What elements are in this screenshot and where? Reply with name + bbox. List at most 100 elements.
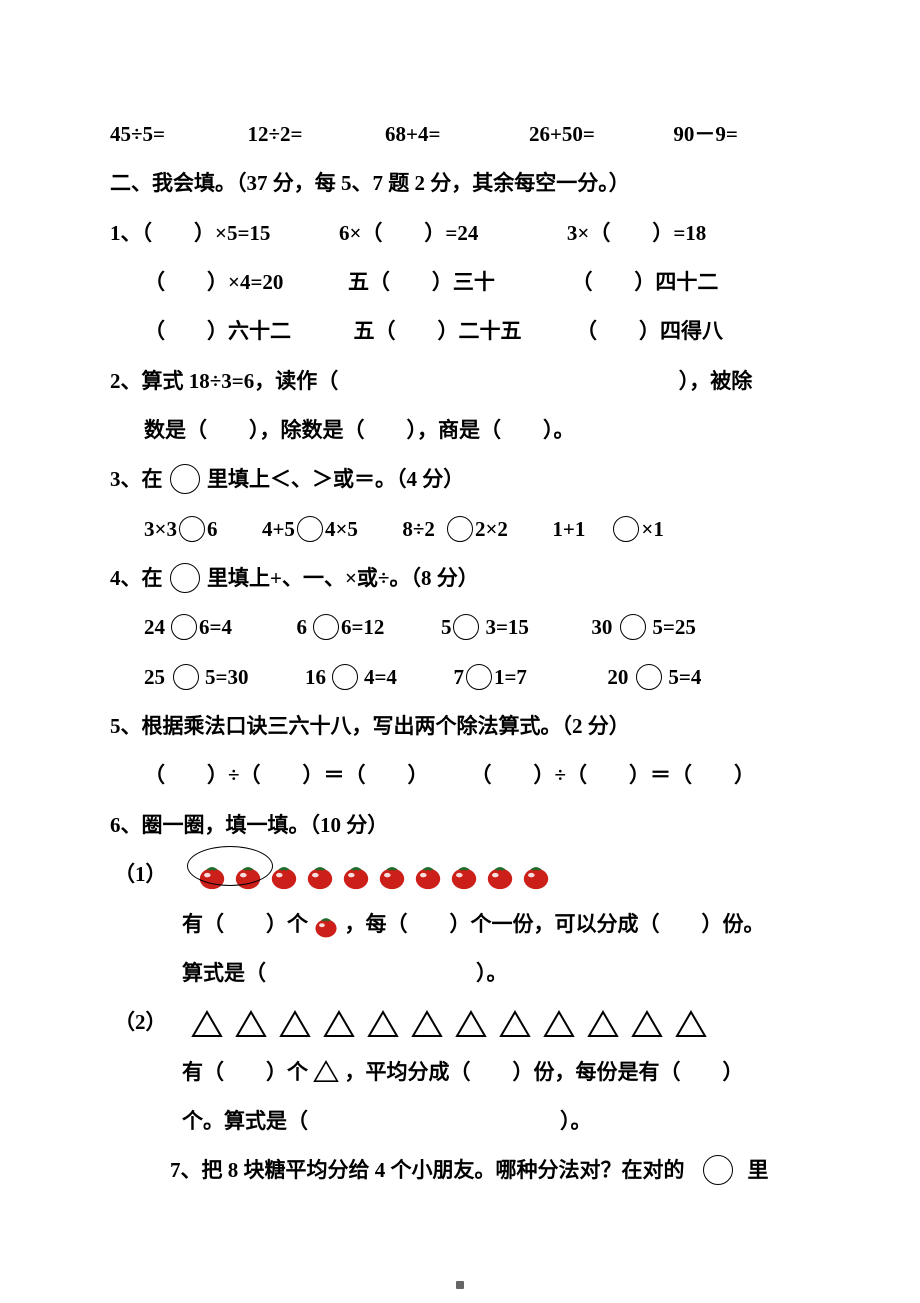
triangle-icon bbox=[543, 1010, 575, 1038]
q3-p4b: ×1 bbox=[641, 517, 663, 541]
circle-icon bbox=[171, 614, 197, 640]
q4-r1-a4: 30 bbox=[591, 615, 612, 639]
tomato-icon bbox=[313, 913, 339, 939]
triangle-icon bbox=[499, 1010, 531, 1038]
triangle-icon bbox=[323, 1010, 355, 1038]
q4-r2-b3: 1=7 bbox=[494, 665, 527, 689]
q3-row: 3×36 4+54×5 8÷22×2 1+1×1 bbox=[110, 505, 920, 554]
triangle-icon bbox=[631, 1010, 663, 1038]
q2-line1: 2、算式 18÷3=6，读作（ ），被除 bbox=[110, 357, 920, 406]
circle-icon bbox=[173, 664, 199, 690]
triangle-icon bbox=[367, 1010, 399, 1038]
q3-p3a: 8÷2 bbox=[402, 517, 435, 541]
circle-icon bbox=[703, 1155, 733, 1185]
circle-icon bbox=[170, 563, 200, 593]
q3-p2b: 4×5 bbox=[325, 517, 358, 541]
eq-2: 12÷2= bbox=[248, 122, 303, 146]
q1-r1c2: 6×（ ）=24 bbox=[339, 221, 478, 245]
q4-r1-a2: 6 bbox=[296, 615, 307, 639]
eq-1: 45÷5= bbox=[110, 122, 165, 146]
q1-r2c1: （ ）×4=20 bbox=[144, 270, 283, 294]
tomato-icon bbox=[197, 861, 227, 891]
tomato-icon bbox=[269, 861, 299, 891]
q2-line2: 数是（ ），除数是（ ），商是（ ）。 bbox=[110, 406, 920, 455]
section-2-title: 二、我会填。（37 分，每 5、7 题 2 分，其余每空一分。） bbox=[110, 159, 920, 208]
q4-r2-a3: 7 bbox=[453, 665, 464, 689]
q6-p1-line2: 算式是（ ）。 bbox=[110, 949, 920, 998]
q4-r2-a1: 25 bbox=[144, 665, 165, 689]
triangle-icon bbox=[587, 1010, 619, 1038]
triangle-icon bbox=[191, 1010, 223, 1038]
q4-r1-b1: 6=4 bbox=[199, 615, 232, 639]
q4-r2-a4: 20 bbox=[607, 665, 628, 689]
triangle-icon bbox=[455, 1010, 487, 1038]
circle-icon bbox=[170, 464, 200, 494]
q4-r1-b3: 3=15 bbox=[485, 615, 528, 639]
triangle-row bbox=[191, 1010, 707, 1038]
tomato-icon bbox=[305, 861, 335, 891]
q1-r1c3: 3×（ ）=18 bbox=[567, 221, 706, 245]
q3-title-b: 里填上＜、＞或＝。（4 分） bbox=[207, 467, 464, 491]
q4-r1-b4: 5=25 bbox=[652, 615, 695, 639]
tomato-icon bbox=[341, 861, 371, 891]
q6-p1-line1: 有（ ）个 ，每（ ）个一份，可以分成（ ）份。 bbox=[110, 900, 920, 949]
q6-p2-label: （2） bbox=[114, 1010, 167, 1034]
q4-r2-b1: 5=30 bbox=[205, 665, 248, 689]
q3-title: 3、在 里填上＜、＞或＝。（4 分） bbox=[110, 455, 920, 504]
q4-r2-a2: 16 bbox=[305, 665, 326, 689]
q1-r1c1: （ ）×5=15 bbox=[142, 221, 271, 245]
q4-title-b: 里填上+、一、×或÷。（8 分） bbox=[207, 566, 479, 590]
q7-text-b: 里 bbox=[748, 1158, 769, 1182]
circle-icon bbox=[620, 614, 646, 640]
q3-title-a: 3、在 bbox=[110, 467, 163, 491]
q4-r1-b2: 6=12 bbox=[341, 615, 384, 639]
q4-row1: 24 6=4 6 6=12 5 3=15 30 5=25 bbox=[110, 603, 920, 652]
q1-row2: （ ）×4=20 五（ ）三十 （ ）四十二 bbox=[110, 258, 920, 307]
tomato-icon bbox=[377, 861, 407, 891]
q6-p2-line-b: ，平均分成（ ）份，每份是有（ ） bbox=[345, 1060, 744, 1084]
q6-p1-line-a: 有（ ）个 bbox=[182, 912, 308, 936]
q7-line: 7、把 8 块糖平均分给 4 个小朋友。哪种分法对？在对的 里 bbox=[110, 1146, 920, 1195]
q6-p1-label: （1） bbox=[114, 862, 167, 886]
q1-r2c2: 五（ ）三十 bbox=[348, 270, 495, 294]
q1-r2c3: （ ）四十二 bbox=[571, 270, 718, 294]
q3-p2a: 4+5 bbox=[262, 517, 295, 541]
q1-row1: 1、（ ）×5=15 6×（ ）=24 3×（ ）=18 bbox=[110, 209, 920, 258]
triangle-icon bbox=[279, 1010, 311, 1038]
q1-row3: （ ）六十二 五（ ）二十五 （ ）四得八 bbox=[110, 307, 920, 356]
q4-r1-a3: 5 bbox=[441, 615, 452, 639]
tomato-icon bbox=[413, 861, 443, 891]
circle-icon bbox=[332, 664, 358, 690]
q4-row2: 25 5=30 16 4=4 7 1=7 20 5=4 bbox=[110, 653, 920, 702]
q1-label: 1、 bbox=[110, 221, 142, 245]
q7-text-a: 7、把 8 块糖平均分给 4 个小朋友。哪种分法对？在对的 bbox=[170, 1158, 685, 1182]
q1-r3c1: （ ）六十二 bbox=[144, 319, 291, 343]
q6-p2-row: （2） bbox=[110, 998, 920, 1047]
triangle-icon bbox=[235, 1010, 267, 1038]
q3-p4a: 1+1 bbox=[552, 517, 585, 541]
q4-title-a: 4、在 bbox=[110, 566, 163, 590]
q4-r2-b4: 5=4 bbox=[668, 665, 701, 689]
eq-4: 26+50= bbox=[529, 122, 595, 146]
triangle-icon bbox=[313, 1060, 339, 1082]
circle-icon bbox=[636, 664, 662, 690]
q3-p3b: 2×2 bbox=[475, 517, 508, 541]
tomato-icon bbox=[485, 861, 515, 891]
q6-p1-row: （1） bbox=[110, 850, 920, 899]
tomato-icon bbox=[233, 861, 263, 891]
q4-r2-b2: 4=4 bbox=[364, 665, 397, 689]
tomato-icon bbox=[449, 861, 479, 891]
circle-icon bbox=[297, 516, 323, 542]
q1-r3c2: 五（ ）二十五 bbox=[354, 319, 522, 343]
q4-r1-a1: 24 bbox=[144, 615, 165, 639]
circle-icon bbox=[613, 516, 639, 542]
q6-p2-line1: 有（ ）个 ，平均分成（ ）份，每份是有（ ） bbox=[110, 1048, 920, 1097]
q5-title: 5、根据乘法口诀三六十八，写出两个除法算式。（2 分） bbox=[110, 702, 920, 751]
q6-p2-line-a: 有（ ）个 bbox=[182, 1060, 308, 1084]
q4-title: 4、在 里填上+、一、×或÷。（8 分） bbox=[110, 554, 920, 603]
q6-p1-line-b: ，每（ ）个一份，可以分成（ ）份。 bbox=[345, 912, 765, 936]
triangle-icon bbox=[411, 1010, 443, 1038]
tomato-row bbox=[197, 861, 551, 891]
eq-5: 90－9= bbox=[673, 122, 737, 146]
q1-r3c3: （ ）四得八 bbox=[576, 319, 723, 343]
